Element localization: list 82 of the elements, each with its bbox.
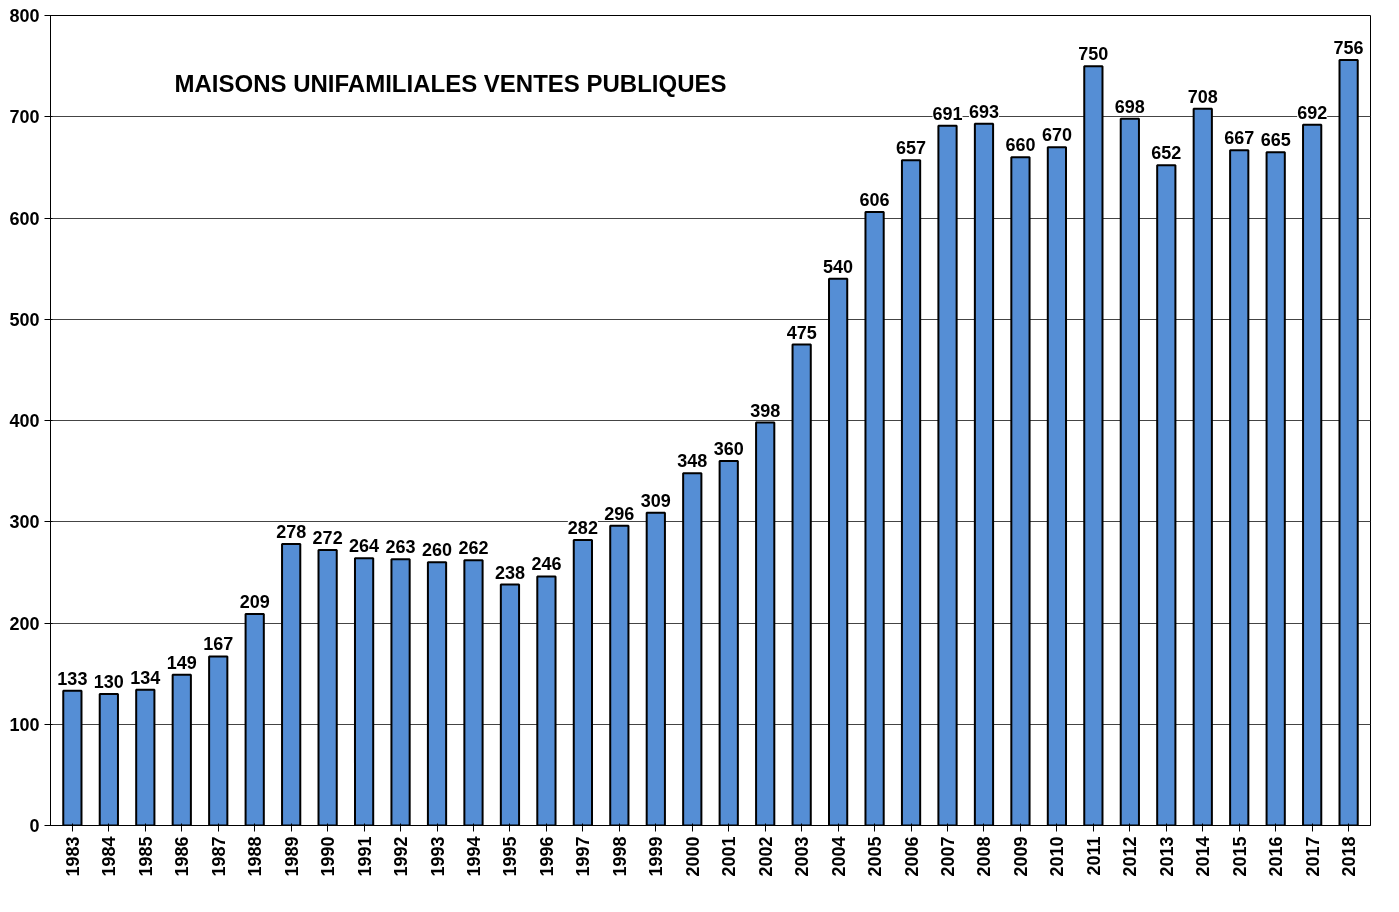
y-tick-label: 600: [9, 208, 40, 229]
x-tick-label: 2013: [1156, 836, 1177, 877]
data-label: 348: [677, 451, 708, 472]
data-label: 475: [786, 322, 817, 343]
data-label: 398: [750, 400, 781, 421]
data-label: 264: [349, 536, 380, 557]
data-label: 670: [1041, 125, 1072, 146]
data-label: 133: [57, 668, 88, 689]
x-tick-label: 2011: [1083, 836, 1104, 876]
x-tick-label: 2006: [901, 836, 922, 877]
x-tick-label: 2002: [755, 836, 776, 877]
data-label: 708: [1187, 86, 1218, 107]
data-label: 606: [859, 189, 890, 210]
data-label: 149: [166, 652, 197, 673]
y-tick-label: 100: [9, 714, 40, 735]
data-label: 756: [1333, 38, 1364, 59]
y-tick-label: 500: [9, 309, 40, 330]
x-tick-label: 1984: [99, 836, 120, 877]
data-label: 652: [1151, 143, 1182, 164]
data-label: 750: [1078, 44, 1109, 65]
y-tick-label: 200: [9, 613, 40, 634]
x-tick-label: 2001: [719, 836, 740, 877]
data-label: 263: [385, 537, 416, 558]
data-label: 262: [458, 538, 489, 559]
x-tick-label: 1994: [463, 836, 484, 877]
data-label: 209: [239, 591, 270, 612]
y-tick-label: 400: [9, 411, 40, 431]
data-label: 665: [1260, 130, 1291, 151]
x-tick-label: 2004: [828, 836, 849, 877]
data-label: 260: [422, 540, 453, 561]
x-tick-label: 2014: [1193, 836, 1214, 877]
x-tick-label: 2015: [1229, 836, 1250, 877]
x-tick-label: 1987: [208, 836, 229, 877]
x-tick-label: 1988: [245, 836, 266, 877]
x-tick-label: 1995: [500, 836, 521, 877]
x-tick-label: 2008: [974, 836, 995, 877]
data-label: 692: [1297, 102, 1328, 123]
x-tick-label: 1998: [609, 836, 630, 877]
data-label: 698: [1114, 96, 1145, 117]
data-label: 691: [932, 103, 963, 124]
x-tick-label: 2012: [1120, 836, 1141, 877]
data-label: 246: [531, 554, 562, 575]
x-tick-label: 1992: [391, 836, 412, 877]
x-tick-label: 2016: [1266, 836, 1287, 877]
data-label: 282: [567, 517, 598, 538]
data-label: 130: [93, 671, 124, 692]
x-tick-label: 2017: [1302, 836, 1323, 877]
x-tick-label: 1997: [573, 836, 594, 877]
x-tick-label: 2005: [865, 836, 886, 877]
y-tick-label: 300: [9, 512, 40, 533]
x-tick-label: 1983: [62, 836, 83, 877]
x-tick-label: 1986: [172, 836, 193, 877]
data-label: 134: [130, 667, 161, 688]
data-label: 667: [1224, 128, 1255, 149]
x-tick-label: 1985: [135, 836, 156, 877]
data-label: 540: [823, 256, 854, 277]
data-label: 296: [604, 503, 635, 524]
text: MAISONS UNIFAMILIALES VENTES PUBLIQUES: [174, 69, 727, 97]
data-label: 272: [312, 528, 343, 549]
data-label: 360: [713, 439, 744, 459]
x-tick-label: 1990: [318, 836, 339, 877]
x-tick-label: 2018: [1339, 836, 1360, 877]
data-label: 693: [968, 101, 1000, 122]
x-tick-label: 2000: [682, 836, 703, 877]
data-label: 278: [276, 522, 307, 543]
x-tick-label: 1991: [354, 836, 375, 877]
x-tick-label: 1989: [281, 836, 302, 877]
x-tick-label: 1999: [646, 836, 667, 877]
y-tick-label: 800: [9, 6, 40, 26]
x-tick-label: 1993: [427, 836, 448, 877]
data-label: 657: [896, 138, 927, 159]
y-tick-label: 0: [29, 816, 40, 836]
x-tick-label: 2010: [1047, 836, 1068, 877]
y-tick-label: 700: [9, 107, 40, 128]
x-tick-label: 2003: [792, 836, 813, 877]
data-label: 309: [640, 490, 671, 511]
x-tick-label: 2009: [1010, 836, 1031, 877]
data-label: 167: [203, 634, 234, 655]
x-tick-label: 1996: [536, 836, 557, 877]
data-label: 238: [494, 562, 525, 583]
x-tick-label: 2007: [938, 836, 959, 877]
data-label: 660: [1005, 135, 1036, 156]
